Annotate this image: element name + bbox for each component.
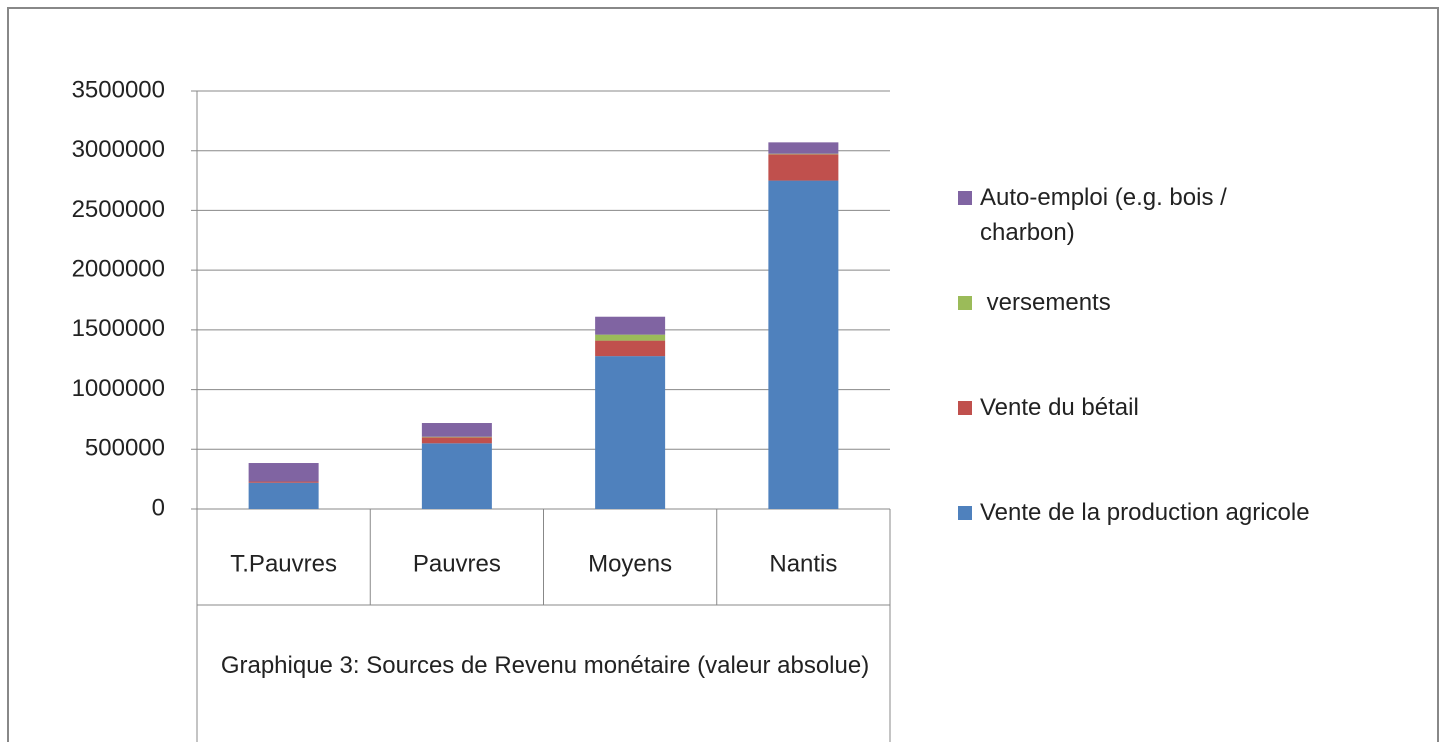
bar-segment xyxy=(768,180,839,510)
bar-segment xyxy=(421,436,492,438)
y-tick-label: 2500000 xyxy=(72,196,165,223)
bar-segment xyxy=(768,142,839,154)
bar-segment xyxy=(421,423,492,437)
legend-label: Auto-emploi (e.g. bois / charbon) xyxy=(980,184,1234,246)
legend-swatch xyxy=(958,506,972,520)
bar-segment xyxy=(595,316,666,335)
x-tick-label: Moyens xyxy=(588,550,672,577)
bar-segment xyxy=(595,356,666,509)
bar-segment xyxy=(421,437,492,444)
bar-segment xyxy=(768,154,839,181)
bar-segment xyxy=(248,482,319,509)
y-tick-label: 500000 xyxy=(85,435,165,462)
y-tick-label: 2000000 xyxy=(72,255,165,282)
legend-label: versements xyxy=(980,289,1111,316)
legend-swatch xyxy=(958,191,972,205)
bar-segment xyxy=(248,481,319,483)
x-tick-label: Pauvres xyxy=(413,550,501,577)
chart-frame xyxy=(7,7,1439,742)
x-tick-label: T.Pauvres xyxy=(230,550,337,577)
chart-title: Graphique 3: Sources de Revenu monétaire… xyxy=(220,652,870,679)
y-tick-label: 1000000 xyxy=(72,375,165,402)
x-tick-label: Nantis xyxy=(769,550,837,577)
y-tick-label: 3000000 xyxy=(72,136,165,163)
bar-segment xyxy=(421,443,492,509)
legend-swatch xyxy=(958,401,972,415)
legend-label: Vente de la production agricole xyxy=(980,499,1310,526)
legend-swatch xyxy=(958,296,972,310)
bar-segment xyxy=(248,463,319,482)
bar-segment xyxy=(595,334,666,341)
legend-label: Vente du bétail xyxy=(980,394,1139,421)
y-tick-label: 3500000 xyxy=(72,76,165,103)
y-tick-label: 1500000 xyxy=(72,315,165,342)
y-tick-label: 0 xyxy=(152,494,165,521)
bar-segment xyxy=(595,340,666,357)
bar-segment xyxy=(768,153,839,155)
